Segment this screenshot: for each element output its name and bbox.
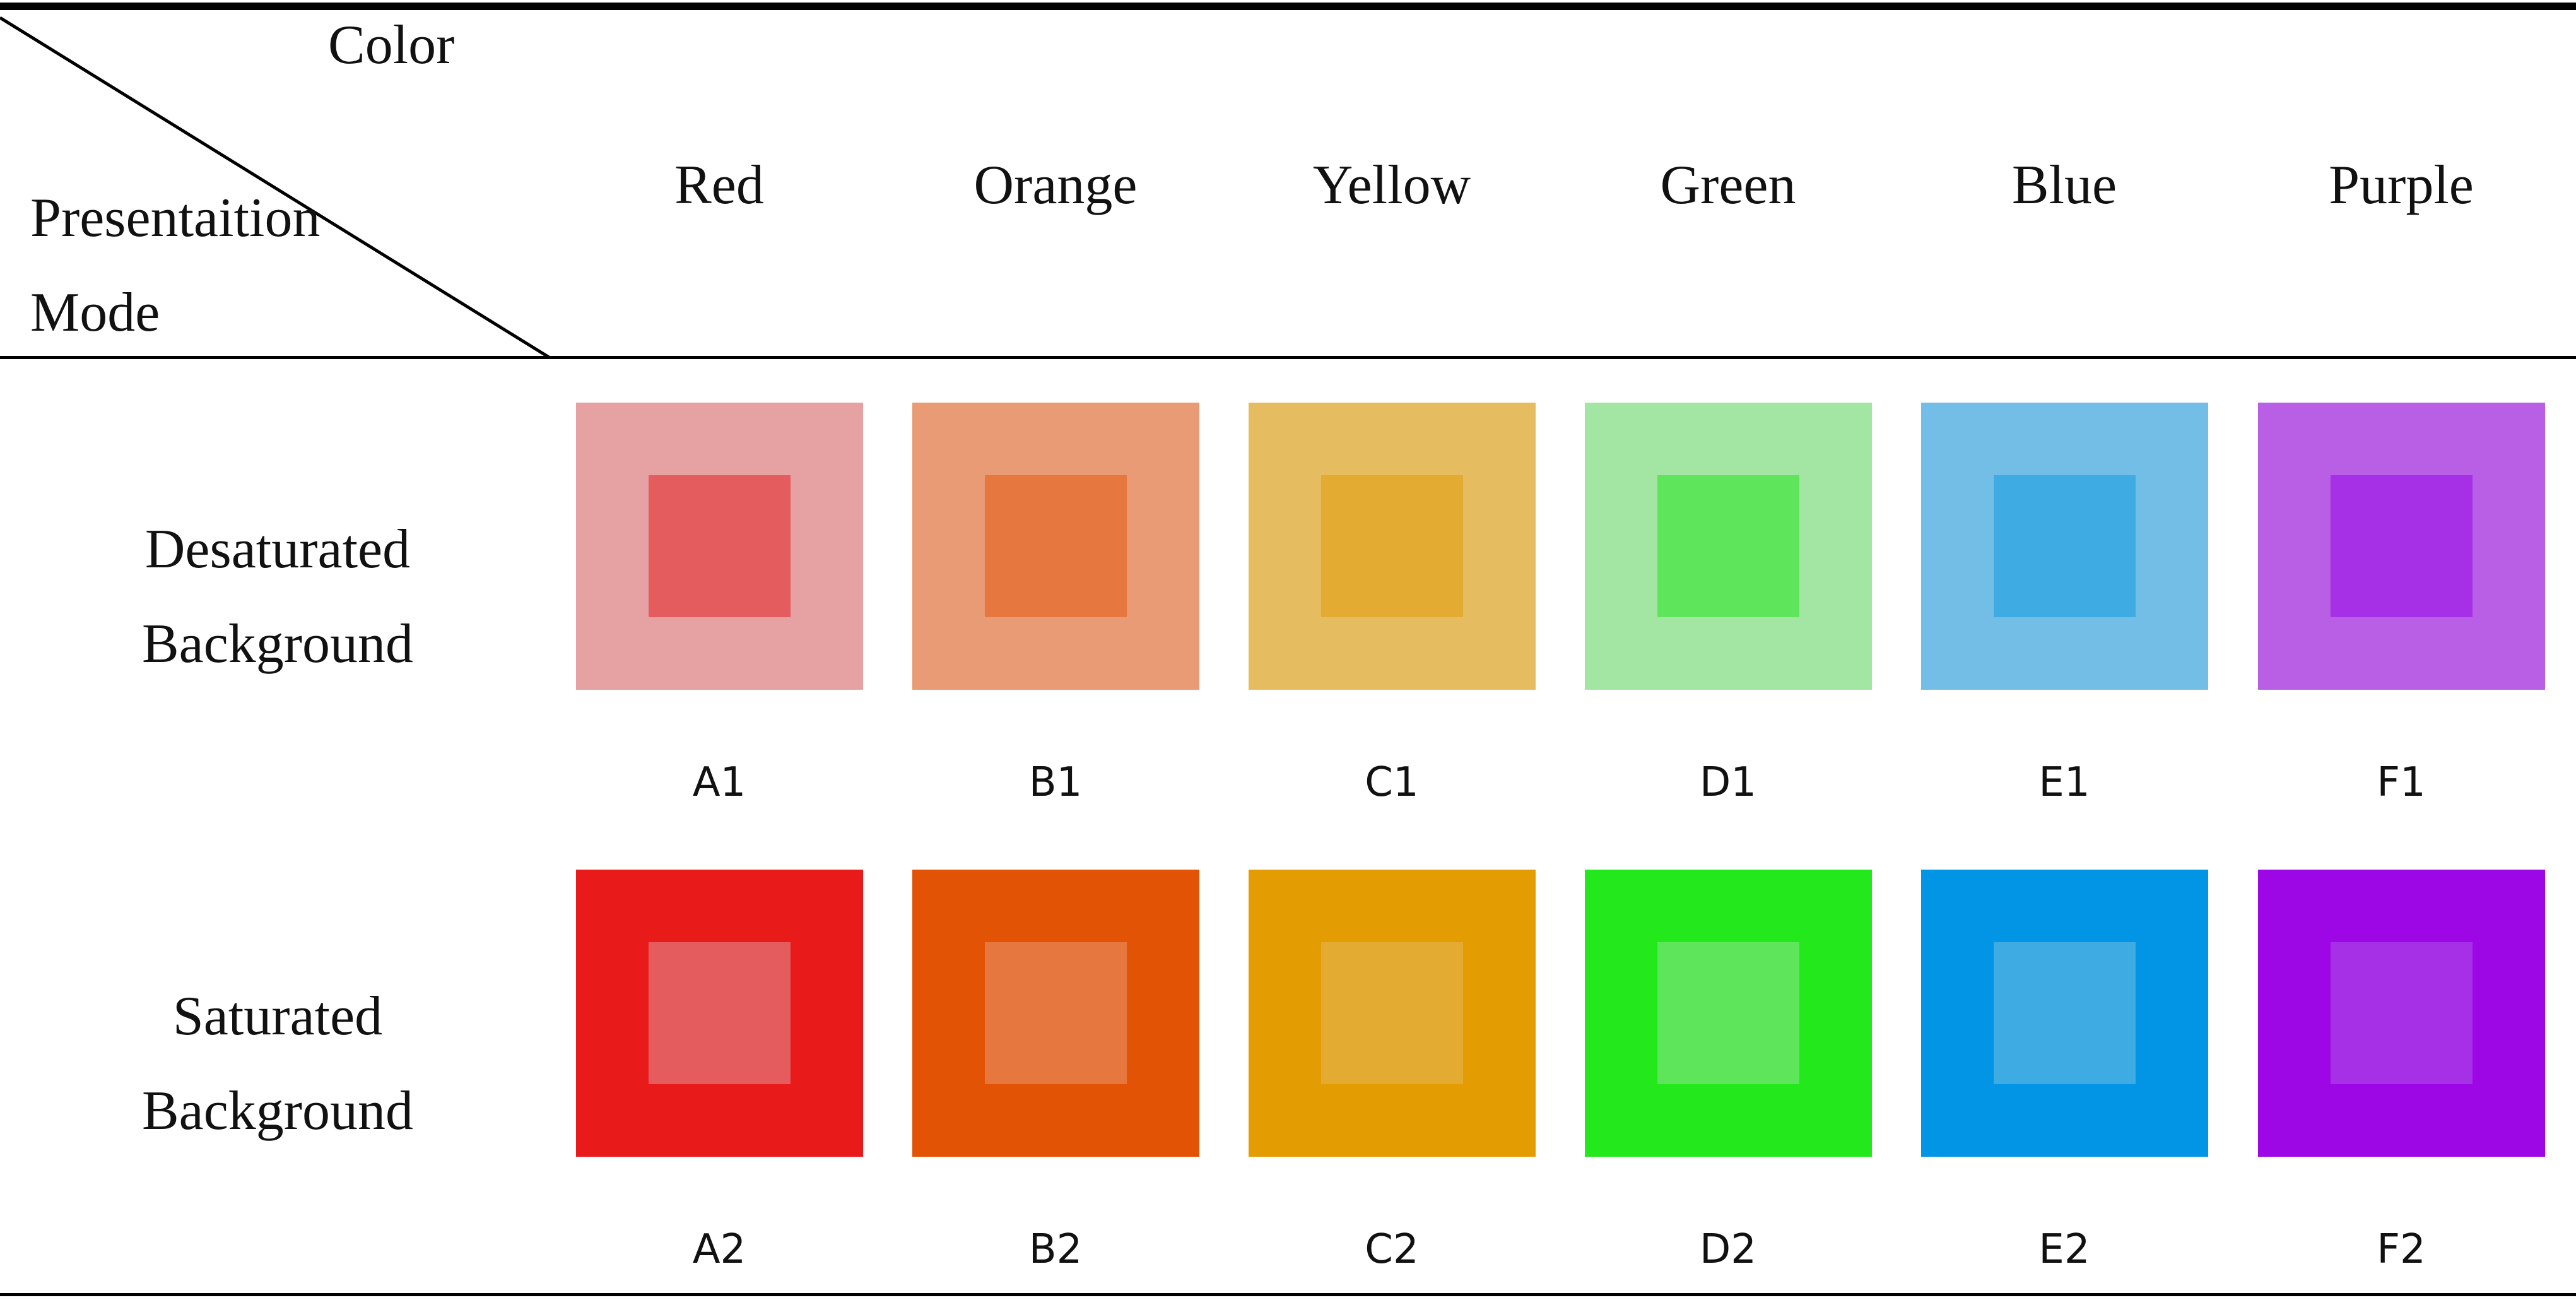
column-header-green: Green <box>1660 155 1796 216</box>
color-swatch-a1 <box>576 403 863 690</box>
swatch-inner-square <box>1994 475 2136 617</box>
swatch-inner-square <box>1994 942 2136 1084</box>
bottom-rule <box>0 1293 2576 1296</box>
color-swatch-d1 <box>1585 403 1872 690</box>
swatch-code-e1: E1 <box>2038 759 2090 806</box>
color-swatch-b2 <box>912 870 1199 1157</box>
corner-color-label: Color <box>328 15 455 76</box>
swatch-inner-square <box>1657 475 1799 617</box>
swatch-code-e2: E2 <box>2038 1226 2090 1273</box>
color-swatch-f2 <box>2258 870 2545 1157</box>
swatch-code-f1: F1 <box>2377 759 2426 806</box>
column-header-purple: Purple <box>2329 155 2474 216</box>
color-swatch-f1 <box>2258 403 2545 690</box>
swatch-inner-square <box>985 942 1127 1084</box>
column-header-orange: Orange <box>973 155 1138 216</box>
color-swatch-c1 <box>1249 403 1536 690</box>
color-swatch-b1 <box>912 403 1199 690</box>
swatch-code-f2: F2 <box>2377 1226 2426 1273</box>
row-label-saturated: Saturated Background <box>63 969 492 1159</box>
swatch-code-a2: A2 <box>692 1226 746 1273</box>
row-label-desaturated: Desaturated Background <box>63 502 492 692</box>
swatch-code-c1: C1 <box>1365 759 1419 806</box>
swatch-inner-square <box>1321 475 1463 617</box>
swatch-code-c2: C2 <box>1365 1226 1419 1273</box>
swatch-code-a1: A1 <box>692 759 746 806</box>
corner-mode-label: Mode <box>30 282 160 343</box>
row-label-line1: Saturated <box>172 986 383 1047</box>
swatch-inner-square <box>2331 475 2473 617</box>
swatch-code-b2: B2 <box>1028 1226 1083 1273</box>
swatch-inner-square <box>2331 942 2473 1084</box>
swatch-inner-square <box>1321 942 1463 1084</box>
header-rule <box>0 356 2576 359</box>
color-swatch-d2 <box>1585 870 1872 1157</box>
swatch-inner-square <box>649 942 791 1084</box>
corner-presentation-label: Presentaition <box>30 187 321 249</box>
swatch-code-b1: B1 <box>1028 759 1083 806</box>
color-swatch-e2 <box>1921 870 2208 1157</box>
swatch-inner-square <box>985 475 1127 617</box>
top-rule <box>0 3 2576 10</box>
color-swatch-a2 <box>576 870 863 1157</box>
color-swatch-e1 <box>1921 403 2208 690</box>
swatch-code-d1: D1 <box>1700 759 1756 806</box>
column-header-blue: Blue <box>2011 155 2117 216</box>
row-label-line2: Background <box>141 613 414 675</box>
column-header-yellow: Yellow <box>1312 155 1471 216</box>
row-label-line2: Background <box>141 1080 414 1142</box>
color-swatch-c2 <box>1249 870 1536 1157</box>
row-label-line1: Desaturated <box>144 519 411 580</box>
swatch-inner-square <box>1657 942 1799 1084</box>
swatch-code-d2: D2 <box>1700 1226 1756 1273</box>
column-header-red: Red <box>674 155 764 216</box>
swatch-inner-square <box>649 475 791 617</box>
